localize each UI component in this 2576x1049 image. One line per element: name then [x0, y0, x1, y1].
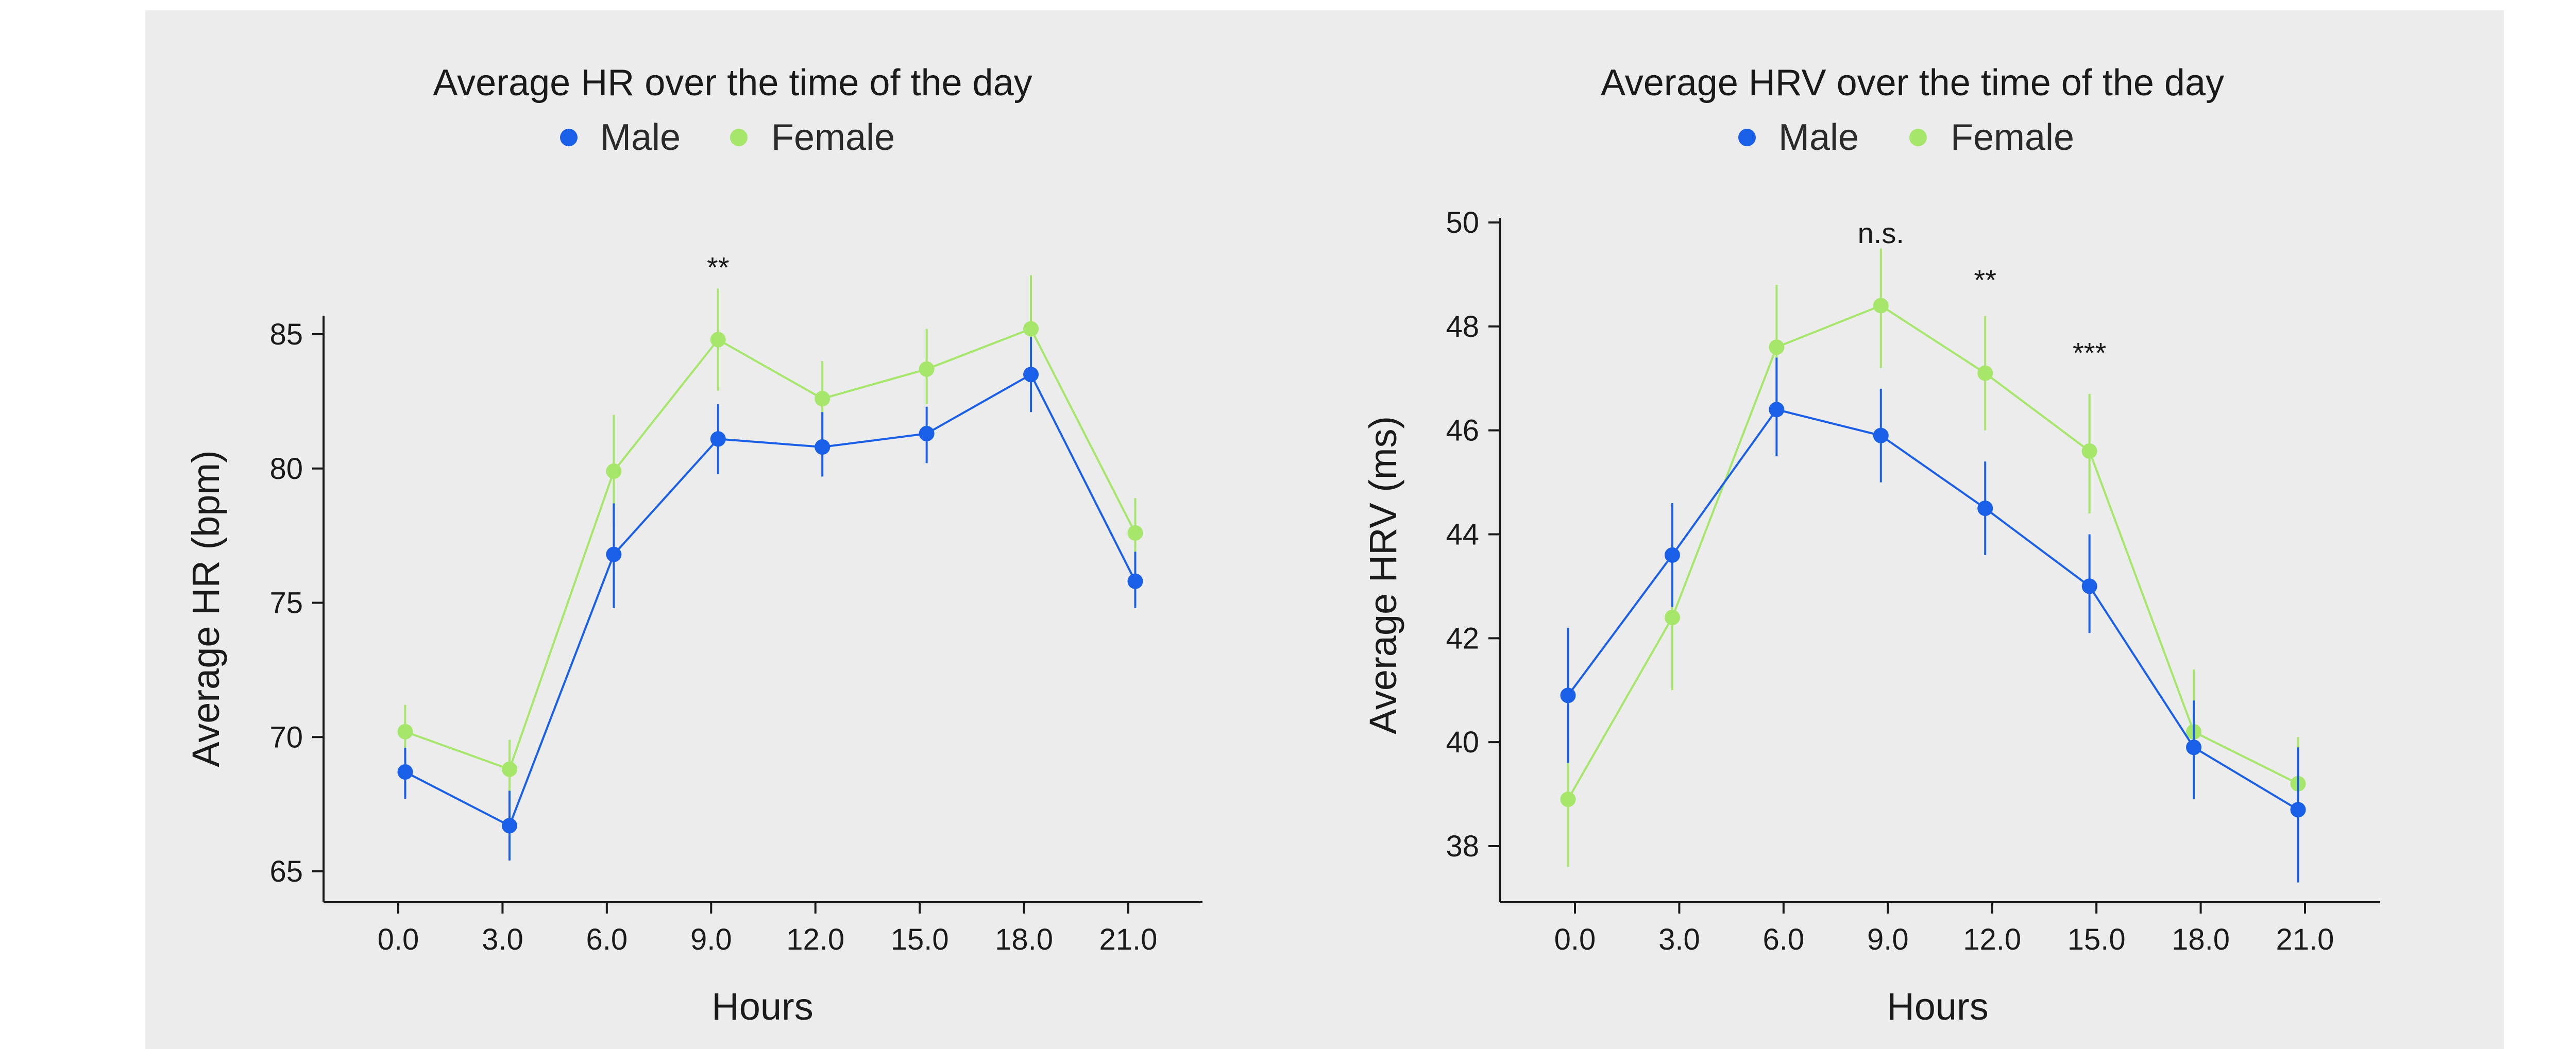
data-point-female: [606, 463, 622, 479]
y-tick-label: 80: [269, 452, 303, 486]
x-tick-label: 21.0: [2276, 923, 2334, 956]
data-point-female: [1769, 339, 1785, 355]
x-tick-label: 6.0: [586, 923, 628, 956]
y-tick-label: 50: [1446, 206, 1479, 239]
y-tick-label: 48: [1446, 310, 1479, 343]
chart-hr: Average HR over the time of the day Male…: [184, 62, 1202, 1028]
y-axis-label: Average HRV (ms): [1362, 416, 1404, 734]
x-axis-label: Hours: [1887, 985, 1988, 1028]
series-line-female: [1567, 304, 2299, 800]
x-tick-label: 12.0: [1963, 923, 2021, 956]
data-point-female: [919, 361, 935, 377]
data-point-female: [397, 724, 413, 740]
series-line-male: [404, 373, 1137, 828]
legend: Male Female: [560, 117, 895, 158]
data-point-male: [815, 439, 831, 455]
data-point-male: [2290, 802, 2306, 818]
x-tick-label: 0.0: [1554, 923, 1596, 956]
significance-annotation: **: [707, 251, 730, 284]
x-tick-label: 3.0: [482, 923, 523, 956]
legend-marker-male: [1738, 129, 1756, 146]
y-tick-label: 44: [1446, 518, 1479, 552]
x-tick-label: 9.0: [690, 923, 732, 956]
x-tick-label: 9.0: [1867, 923, 1909, 956]
data-point-female: [1023, 321, 1039, 337]
data-point-female: [1664, 609, 1680, 625]
series-line-female: [404, 328, 1137, 771]
x-tick-label: 15.0: [2067, 923, 2126, 956]
data-point-male: [1977, 501, 1993, 517]
significance-annotation: **: [1974, 264, 1996, 296]
x-tick-label: 18.0: [2172, 923, 2230, 956]
data-point-female: [1977, 365, 1993, 381]
figure-panel: [145, 10, 2504, 1049]
data-point-male: [606, 546, 622, 562]
data-point-male: [2186, 740, 2202, 755]
data-point-female: [501, 761, 517, 777]
x-axis-label: Hours: [711, 985, 813, 1028]
data-point-female: [815, 391, 831, 407]
y-tick-label: 38: [1446, 830, 1479, 863]
data-point-male: [1873, 427, 1889, 443]
data-point-male: [919, 425, 935, 441]
y-tick-label: 70: [269, 720, 303, 754]
x-tick-label: 6.0: [1763, 923, 1805, 956]
significance-annotation: ***: [2073, 336, 2106, 369]
data-point-male: [1560, 687, 1576, 703]
data-point-male: [1664, 547, 1680, 563]
legend-label-female: Female: [771, 117, 895, 158]
y-tick-label: 85: [269, 318, 303, 351]
x-tick-label: 3.0: [1658, 923, 1700, 956]
x-tick-label: 12.0: [786, 923, 844, 956]
data-point-male: [1023, 367, 1039, 383]
y-axis-label: Average HR (bpm): [184, 450, 227, 767]
legend-marker-male: [560, 129, 578, 146]
data-point-male: [501, 818, 517, 834]
chart-hrv: Average HRV over the time of the day Mal…: [1362, 62, 2380, 1028]
data-point-male: [1127, 573, 1143, 589]
data-point-female: [1127, 525, 1143, 541]
chart-title: Average HR over the time of the day: [433, 62, 1032, 104]
y-tick-label: 46: [1446, 414, 1479, 448]
x-tick-label: 15.0: [891, 923, 949, 956]
data-point-male: [710, 431, 726, 447]
legend-label-male: Male: [600, 117, 681, 158]
x-tick-label: 18.0: [995, 923, 1053, 956]
legend-marker-female: [730, 129, 748, 146]
data-point-female: [2081, 443, 2097, 459]
x-tick-label: 0.0: [378, 923, 419, 956]
legend-label-female: Female: [1951, 117, 2074, 158]
significance-annotation: n.s.: [1858, 217, 1904, 249]
legend: Male Female: [1738, 117, 2074, 158]
y-tick-label: 42: [1446, 622, 1479, 655]
y-tick-label: 75: [269, 587, 303, 620]
data-point-male: [1769, 402, 1785, 418]
y-tick-label: 65: [269, 855, 303, 888]
data-point-female: [1873, 298, 1889, 314]
data-point-female: [710, 332, 726, 348]
chart-title: Average HRV over the time of the day: [1601, 62, 2224, 104]
y-tick-label: 40: [1446, 726, 1479, 759]
legend-label-male: Male: [1778, 117, 1859, 158]
data-point-female: [1560, 792, 1576, 807]
data-point-male: [2081, 578, 2097, 594]
series-line-male: [1567, 408, 2299, 811]
x-tick-label: 21.0: [1099, 923, 1158, 956]
data-point-male: [397, 764, 413, 780]
legend-marker-female: [1909, 129, 1927, 146]
